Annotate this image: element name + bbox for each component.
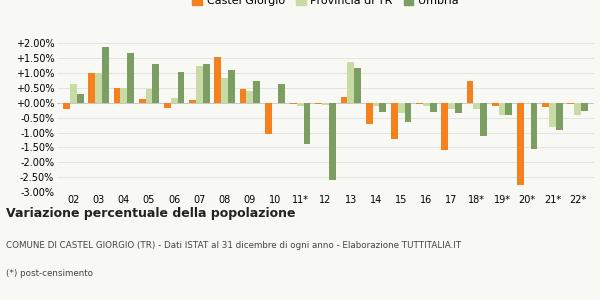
Bar <box>448 103 455 110</box>
Bar <box>272 103 278 104</box>
Bar <box>354 68 361 103</box>
Bar <box>505 103 512 115</box>
Bar <box>196 66 203 103</box>
Bar <box>178 72 184 103</box>
Bar <box>404 103 412 122</box>
Bar <box>102 47 109 103</box>
Bar <box>63 103 70 109</box>
Bar <box>347 62 354 103</box>
Text: Variazione percentuale della popolazione: Variazione percentuale della popolazione <box>6 207 296 220</box>
Bar <box>467 81 473 103</box>
Bar <box>290 103 297 104</box>
Bar <box>341 97 347 103</box>
Bar <box>524 103 530 104</box>
Legend: Castel Giorgio, Provincia di TR, Umbria: Castel Giorgio, Provincia di TR, Umbria <box>188 0 463 11</box>
Bar <box>442 103 448 150</box>
Bar <box>265 103 272 134</box>
Bar <box>127 53 134 103</box>
Bar <box>164 103 171 108</box>
Bar <box>549 103 556 127</box>
Bar <box>214 57 221 103</box>
Bar <box>253 81 260 103</box>
Bar <box>247 91 253 103</box>
Text: COMUNE DI CASTEL GIORGIO (TR) - Dati ISTAT al 31 dicembre di ogni anno - Elabora: COMUNE DI CASTEL GIORGIO (TR) - Dati IST… <box>6 242 461 250</box>
Bar <box>480 103 487 136</box>
Bar <box>574 103 581 115</box>
Bar <box>70 83 77 103</box>
Bar <box>398 103 404 113</box>
Bar <box>113 88 121 103</box>
Bar <box>373 103 379 106</box>
Bar <box>304 103 310 145</box>
Bar <box>455 103 462 113</box>
Bar <box>322 103 329 105</box>
Bar <box>473 103 480 110</box>
Bar <box>315 103 322 104</box>
Bar <box>581 103 588 111</box>
Bar <box>239 89 247 103</box>
Bar <box>139 99 146 103</box>
Bar <box>171 98 178 103</box>
Bar <box>366 103 373 124</box>
Bar <box>568 103 574 104</box>
Bar <box>492 103 499 106</box>
Bar <box>499 103 505 115</box>
Text: (*) post-censimento: (*) post-censimento <box>6 268 93 278</box>
Bar <box>121 88 127 103</box>
Bar <box>517 103 524 184</box>
Bar <box>542 103 549 107</box>
Bar <box>221 79 228 103</box>
Bar <box>530 103 538 149</box>
Bar <box>423 103 430 106</box>
Bar <box>391 103 398 139</box>
Bar <box>228 70 235 103</box>
Bar <box>203 64 209 103</box>
Bar <box>77 94 83 103</box>
Bar <box>430 103 437 112</box>
Bar <box>146 88 152 103</box>
Bar <box>556 103 563 130</box>
Bar <box>329 103 336 180</box>
Bar <box>189 100 196 103</box>
Bar <box>278 84 285 103</box>
Bar <box>95 73 102 103</box>
Bar <box>152 64 159 103</box>
Bar <box>88 73 95 103</box>
Bar <box>416 103 423 104</box>
Bar <box>379 103 386 112</box>
Bar <box>297 103 304 106</box>
